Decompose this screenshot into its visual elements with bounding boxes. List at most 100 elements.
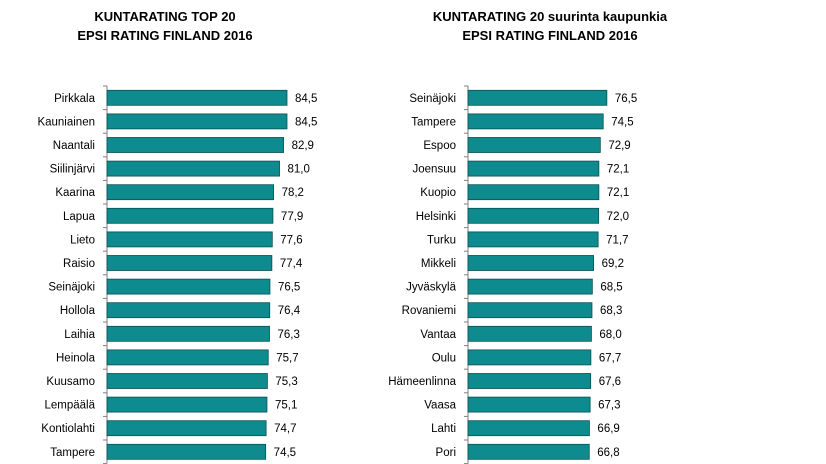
left-category-label: Seinäjoki (48, 282, 95, 294)
left-value-label: 75,7 (276, 352, 298, 364)
left-category-label: Hollola (60, 305, 96, 317)
left-value-label: 81,0 (288, 164, 310, 176)
left-bar (106, 113, 288, 130)
right-category-label: Seinäjoki (409, 93, 456, 105)
right-category-label: Rovaniemi (402, 305, 456, 317)
left-bar (106, 396, 268, 413)
left-category-label: Naantali (53, 140, 95, 152)
left-chart-plot: Pirkkala 84,5 Kauniainen 84,5 Naantali 82,9 Si… (37, 85, 317, 464)
right-value-label: 67,3 (598, 400, 620, 412)
right-value-label: 67,7 (599, 352, 621, 364)
left-category-label: Siilinjärvi (50, 164, 95, 176)
right-bar (467, 184, 600, 201)
right-bar (467, 420, 590, 437)
right-value-label: 66,8 (597, 447, 619, 459)
left-category-label: Lempäälä (44, 400, 95, 412)
left-bar (106, 137, 284, 153)
right-bar (467, 137, 601, 153)
right-category-label: Vaasa (424, 400, 456, 412)
right-value-label: 69,2 (602, 258, 624, 270)
right-category-label: Pori (436, 447, 456, 459)
left-value-label: 77,4 (280, 258, 303, 270)
right-chart-title-line1: KUNTARATING 20 suurinta kaupunkia (432, 9, 668, 24)
left-bar (106, 443, 267, 460)
right-bar (467, 325, 592, 342)
left-value-label: 76,5 (278, 282, 300, 294)
right-value-label: 76,5 (615, 93, 637, 105)
right-category-label: Mikkeli (421, 258, 456, 270)
left-bar (106, 302, 271, 319)
right-bar (467, 113, 604, 130)
right-category-label: Turku (427, 234, 456, 246)
right-bar (467, 231, 599, 248)
left-value-label: 76,3 (278, 329, 300, 341)
left-category-label: Kauniainen (37, 116, 95, 128)
right-bar (467, 255, 594, 271)
left-chart-title-line1: KUNTARATING TOP 20 (94, 9, 236, 24)
right-value-label: 66,9 (597, 423, 619, 435)
right-bar (467, 207, 600, 224)
right-bar (467, 349, 592, 366)
right-category-label: Oulu (432, 352, 456, 364)
left-value-label: 74,5 (274, 447, 296, 459)
right-bar (467, 302, 593, 319)
right-bar (467, 89, 608, 106)
left-value-label: 77,9 (281, 211, 303, 223)
right-category-label: Tampere (411, 116, 456, 128)
left-chart-title: KUNTARATING TOP 20 EPSI RATING FINLAND 2… (30, 7, 300, 45)
left-category-label: Laihia (64, 329, 95, 341)
right-value-label: 72,0 (607, 211, 629, 223)
right-value-label: 68,5 (600, 282, 622, 294)
left-bar (106, 231, 273, 248)
left-bar (106, 325, 270, 342)
right-category-label: Hämeenlinna (388, 376, 456, 388)
right-chart-plot: Seinäjoki 76,5 Tampere 74,5 Espoo 72,9 Joensuu… (388, 85, 637, 464)
right-value-label: 67,6 (599, 376, 621, 388)
right-value-label: 74,5 (611, 116, 633, 128)
right-value-label: 72,1 (607, 187, 629, 199)
right-value-label: 72,1 (607, 164, 629, 176)
right-category-label: Vantaa (420, 329, 456, 341)
left-category-label: Pirkkala (54, 93, 96, 105)
left-category-label: Lieto (70, 234, 95, 246)
left-value-label: 78,2 (282, 187, 304, 199)
right-bar (467, 373, 592, 389)
left-category-label: Heinola (56, 352, 96, 364)
left-category-label: Raisio (63, 258, 95, 270)
right-category-label: Espoo (423, 140, 456, 152)
left-category-label: Kuusamo (46, 376, 95, 388)
left-category-label: Kontiolahti (41, 423, 95, 435)
left-bar (106, 373, 268, 389)
left-category-label: Kaarina (55, 187, 95, 199)
left-bar (106, 278, 271, 295)
left-bar (106, 255, 273, 271)
left-bar (106, 349, 269, 366)
left-bar (106, 160, 280, 177)
right-bar (467, 396, 591, 413)
right-chart-title-line2: EPSI RATING FINLAND 2016 (462, 28, 638, 43)
left-value-label: 76,4 (278, 305, 301, 317)
right-category-label: Jyväskylä (406, 282, 456, 294)
left-bar (106, 184, 274, 201)
left-bar (106, 207, 274, 224)
left-bar (106, 420, 267, 437)
right-category-label: Kuopio (420, 187, 456, 199)
right-category-label: Helsinki (416, 211, 456, 223)
right-chart-title: KUNTARATING 20 suurinta kaupunkia EPSI R… (400, 7, 700, 45)
left-category-label: Tampere (50, 447, 95, 459)
left-category-label: Lapua (63, 211, 96, 223)
right-value-label: 72,9 (608, 140, 630, 152)
left-value-label: 75,3 (275, 376, 297, 388)
right-bar (467, 160, 600, 177)
left-value-label: 77,6 (280, 234, 302, 246)
right-category-label: Lahti (431, 423, 456, 435)
left-value-label: 75,1 (275, 400, 297, 412)
right-category-label: Joensuu (413, 164, 456, 176)
left-chart-title-line2: EPSI RATING FINLAND 2016 (77, 28, 253, 43)
right-value-label: 68,3 (600, 305, 622, 317)
left-value-label: 84,5 (295, 93, 317, 105)
right-bar (467, 443, 590, 460)
right-bar (467, 278, 593, 295)
left-value-label: 74,7 (274, 423, 296, 435)
